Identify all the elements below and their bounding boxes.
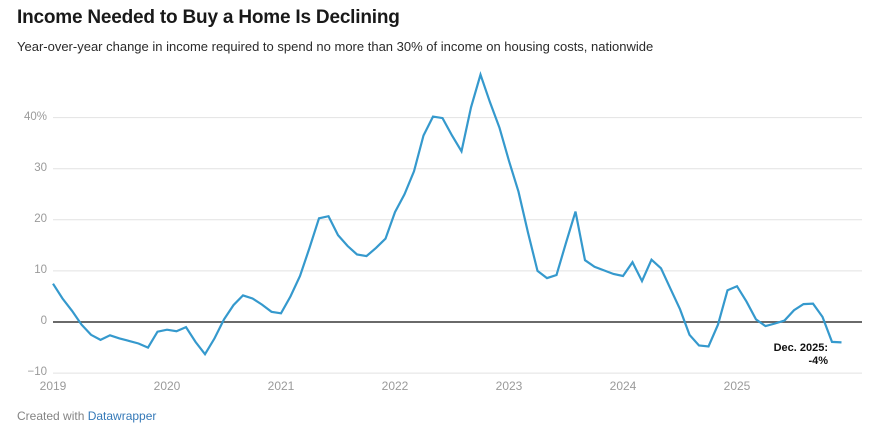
y-tick-label: −10 <box>27 366 47 379</box>
annotation-date: Dec. 2025: <box>773 342 828 354</box>
y-tick-label: 30 <box>34 161 47 174</box>
attribution-text: Created with <box>17 409 88 423</box>
x-tick-label: 2025 <box>723 379 751 393</box>
data-point-annotation: Dec. 2025: -4% <box>774 342 828 368</box>
annotation-value: -4% <box>808 355 828 367</box>
y-tick-label: 20 <box>34 212 47 225</box>
page-title: Income Needed to Buy a Home Is Declining <box>17 7 400 28</box>
attribution: Created with Datawrapper <box>17 409 156 423</box>
x-tick-label: 2023 <box>495 379 523 393</box>
x-tick-label: 2019 <box>39 379 67 393</box>
data-line <box>52 71 842 357</box>
x-tick-label: 2022 <box>381 379 409 393</box>
x-tick-label: 2024 <box>609 379 637 393</box>
y-tick-label: 0 <box>40 315 47 327</box>
y-tick-label: 10 <box>34 263 47 276</box>
y-tick-label: 40% <box>23 110 47 123</box>
chart-subtitle: Year-over-year change in income required… <box>17 39 654 54</box>
x-tick-label: 2021 <box>267 379 295 393</box>
datawrapper-link[interactable]: Datawrapper <box>87 409 157 423</box>
x-tick-label: 2020 <box>153 379 181 393</box>
